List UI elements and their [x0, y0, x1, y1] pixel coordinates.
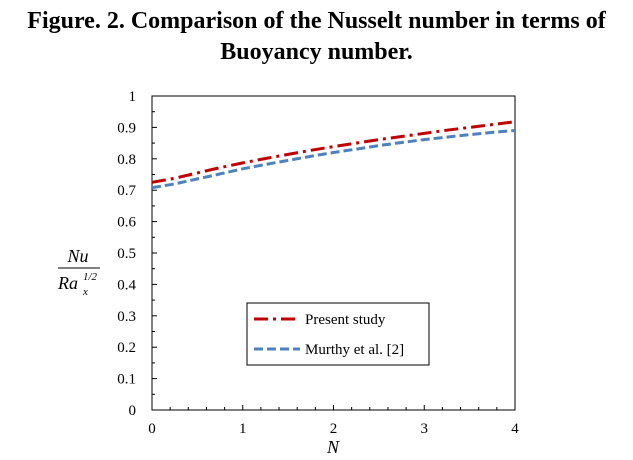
legend-label-murthy: Murthy et al. [2]	[305, 342, 404, 358]
y-tick-label: 0.4	[117, 277, 136, 293]
x-tick-label: 2	[330, 421, 338, 437]
y-axis-label: Nu Ra 1/2 x	[57, 246, 100, 298]
figure-title-line-1: Figure. 2. Comparison of the Nusselt num…	[27, 8, 606, 34]
x-axis-label: N	[326, 437, 340, 457]
y-tick-label: 0.1	[117, 372, 136, 388]
y-tick-label: 0.2	[117, 340, 136, 356]
y-tick-label: 0.6	[117, 215, 136, 231]
figure-title: Figure. 2. Comparison of the Nusselt num…	[0, 6, 633, 68]
series-line-present-study	[151, 120, 516, 184]
y-label-denominator: Ra	[57, 273, 78, 293]
axes: 0 0.1 0.2 0.3 0.4 0.5 0.6 0.7 0.8 0.9 1 0 1 2 3 4	[117, 89, 519, 437]
legend-box	[246, 302, 430, 366]
y-tick-label: 0	[129, 403, 137, 419]
y-label-denominator-base: Ra	[57, 273, 78, 293]
y-tick-label: 0.5	[117, 246, 136, 262]
y-tick-label: 1	[129, 89, 137, 105]
y-label-denominator-sub: x	[82, 286, 88, 298]
y-tick-label: 0.8	[117, 152, 136, 168]
y-tick-label: 0.9	[117, 120, 136, 136]
series-layer	[151, 120, 516, 190]
legend: Present study Murthy et al. [2]	[246, 302, 430, 366]
x-tick-label: 4	[511, 421, 519, 437]
series-line-murthy	[151, 129, 516, 190]
x-tick-label: 3	[421, 421, 429, 437]
figure-title-line-2: Buoyancy number.	[220, 39, 413, 65]
x-tick-label: 1	[239, 421, 247, 437]
y-tick-label: 0.3	[117, 309, 136, 325]
y-label-numerator: Nu	[66, 246, 88, 266]
x-tick-label: 0	[148, 421, 156, 437]
legend-label-present-study: Present study	[305, 312, 386, 328]
y-tick-label: 0.7	[117, 183, 136, 199]
y-label-denominator-sup: 1/2	[83, 271, 98, 283]
